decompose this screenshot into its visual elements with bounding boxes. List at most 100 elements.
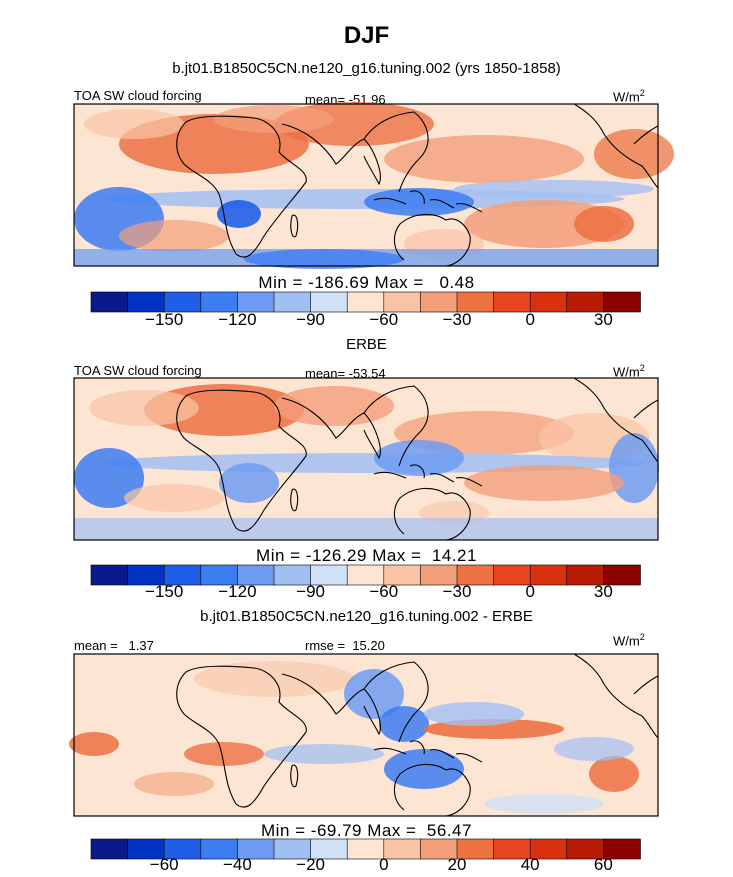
panel3-heading: b.jt01.B1850C5CN.ne120_g16.tuning.002 - … — [200, 608, 533, 625]
colorbar-swatch — [420, 291, 458, 313]
panel3-mean-label: mean = 1.37 — [74, 638, 154, 653]
colorbar-tick-label: 30 — [593, 310, 613, 329]
colorbar-swatch — [273, 291, 312, 313]
colorbar-tick-label: −20 — [296, 855, 326, 874]
panel1-colorbar-ticks: −150 −120 −90 −60 −30 0 30 — [91, 310, 640, 332]
colorbar-swatch — [346, 291, 385, 313]
panel2-left-label: TOA SW cloud forcing — [74, 363, 202, 378]
field-patch — [89, 390, 199, 426]
coastline — [176, 665, 307, 808]
colorbar-tick-label: −150 — [145, 582, 184, 601]
field-patch — [264, 744, 384, 764]
coastline — [281, 661, 429, 743]
colorbar-swatch — [127, 291, 165, 313]
field-patch — [74, 448, 144, 508]
field-patch — [594, 129, 674, 179]
coastline — [373, 190, 483, 213]
panel3-map — [69, 653, 659, 817]
field-patch — [609, 433, 659, 503]
coastline — [290, 764, 299, 788]
colorbar-tick-label: −40 — [222, 855, 252, 874]
coastline — [176, 389, 307, 532]
field-patch — [454, 180, 654, 198]
colorbar-tick-label: −90 — [296, 310, 326, 329]
colorbar-tick-label: −120 — [218, 582, 257, 601]
coastline — [290, 488, 299, 512]
field-patch — [464, 465, 624, 501]
field-patch — [574, 206, 634, 242]
panel3-rmse-label: rmse = 15.20 — [305, 638, 385, 653]
panel1-minmax: Min = -186.69 Max = 0.48 — [258, 273, 475, 292]
coastline — [573, 103, 659, 189]
panel3-colorbar-ticks: −60 −40 −20 0 20 40 60 — [91, 855, 640, 877]
field-patch — [217, 200, 261, 228]
panel1-map — [73, 102, 674, 269]
map-frame — [73, 103, 659, 267]
colorbar-tick-label: 0 — [525, 310, 535, 329]
coastline — [573, 377, 659, 463]
coastline — [393, 487, 471, 541]
panel2-colorbar — [90, 564, 641, 586]
colorbar-tick-label: −120 — [218, 310, 257, 329]
colorbar-swatch — [90, 291, 129, 313]
field-patch — [134, 772, 214, 796]
field-patch — [244, 249, 404, 269]
map-frame — [73, 377, 659, 541]
coastline — [373, 464, 483, 487]
coastline — [281, 385, 429, 467]
field-patch — [124, 484, 224, 512]
panel1-colorbar — [90, 291, 641, 313]
field-patch — [119, 220, 229, 252]
colorbar-tick-label: −30 — [442, 582, 472, 601]
field-patch — [384, 135, 584, 183]
panel3-colorbar — [90, 838, 641, 860]
panel2-mean-label: mean= -53.54 — [305, 366, 386, 381]
colorbar-swatch — [493, 291, 532, 313]
colorbar-tick-label: 0 — [379, 855, 389, 874]
colorbar-swatch — [237, 291, 275, 313]
colorbar-tick-label: 30 — [593, 582, 613, 601]
colorbar-tick-label: −60 — [149, 855, 179, 874]
colorbar-swatch — [163, 291, 202, 313]
colorbar-tick-label: 60 — [593, 855, 613, 874]
colorbar-tick-label: −60 — [369, 310, 399, 329]
field-patch — [214, 105, 334, 133]
colorbar-tick-label: −30 — [442, 310, 472, 329]
coastline — [290, 214, 299, 238]
field-patch — [69, 732, 119, 756]
colorbar-tick-label: 40 — [520, 855, 540, 874]
panel3-minmax: Min = -69.79 Max = 56.47 — [261, 821, 472, 840]
coastline — [281, 111, 429, 193]
field-patch — [484, 794, 604, 814]
colorbar-swatch — [383, 291, 422, 313]
field-patch — [274, 386, 394, 426]
panel2-minmax: Min = -126.29 Max = 14.21 — [256, 546, 477, 565]
field-patch — [219, 463, 279, 503]
field-patch — [84, 109, 184, 139]
colorbar-swatch — [603, 564, 641, 586]
field-patch — [344, 669, 404, 719]
colorbar-swatch — [200, 291, 239, 313]
panel1-heading: b.jt01.B1850C5CN.ne120_g16.tuning.002 (y… — [172, 60, 561, 77]
panel2-colorbar-ticks: −150 −120 −90 −60 −30 0 30 — [91, 582, 640, 604]
colorbar-tick-label: −90 — [296, 582, 326, 601]
map-frame — [73, 653, 659, 817]
field-patch — [424, 702, 524, 726]
colorbar-swatch — [310, 291, 349, 313]
colorbar-tick-label: −60 — [369, 582, 399, 601]
panel1-left-label: TOA SW cloud forcing — [74, 88, 202, 103]
field-patch — [554, 737, 634, 761]
field-patch — [384, 749, 464, 789]
colorbar-swatch — [529, 291, 568, 313]
field-patch — [589, 756, 639, 792]
panel3-units: W/m2 — [613, 632, 645, 649]
coastline — [393, 213, 471, 267]
coastline — [176, 115, 307, 258]
colorbar-swatch — [566, 291, 605, 313]
colorbar-swatch — [456, 291, 495, 313]
coastline — [573, 653, 659, 739]
panel2-units: W/m2 — [613, 363, 645, 380]
figure-title: DJF — [343, 22, 390, 49]
field-patch — [379, 706, 429, 742]
coastline — [393, 763, 471, 817]
